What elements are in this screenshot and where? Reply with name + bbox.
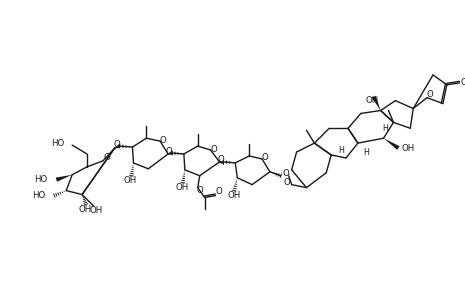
Text: OH: OH <box>124 176 137 185</box>
Text: HO: HO <box>32 191 46 200</box>
Polygon shape <box>56 175 72 182</box>
Text: O: O <box>196 186 203 195</box>
Text: O: O <box>262 153 268 162</box>
Text: O: O <box>283 178 290 187</box>
Text: O: O <box>215 187 222 196</box>
Polygon shape <box>384 138 399 150</box>
Text: O: O <box>460 78 465 87</box>
Text: H: H <box>383 124 388 133</box>
Text: O: O <box>113 140 120 149</box>
Text: O: O <box>282 169 289 178</box>
Text: OH: OH <box>402 144 415 152</box>
Text: OH: OH <box>365 96 379 105</box>
Text: HO: HO <box>51 139 64 148</box>
Text: O: O <box>160 136 166 145</box>
Polygon shape <box>372 96 381 111</box>
Text: O: O <box>210 144 217 154</box>
Text: O: O <box>166 147 173 156</box>
Text: OH: OH <box>228 191 241 200</box>
Text: HO: HO <box>34 175 47 184</box>
Text: O: O <box>103 153 110 162</box>
Text: O: O <box>217 156 224 164</box>
Text: OH: OH <box>89 206 102 215</box>
Polygon shape <box>115 144 120 148</box>
Text: H: H <box>363 148 369 156</box>
Text: OH: OH <box>175 183 188 192</box>
Text: OH: OH <box>79 205 92 214</box>
Text: H: H <box>338 146 344 155</box>
Text: O: O <box>427 90 433 99</box>
